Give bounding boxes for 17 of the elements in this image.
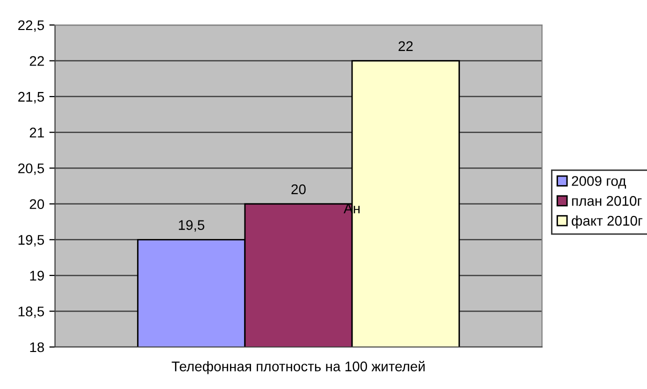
y-tick-label: 21 bbox=[30, 128, 44, 138]
y-tick-label: 22,5 bbox=[18, 20, 44, 32]
y-tick-label: 19,5 bbox=[18, 235, 44, 246]
text: 22 bbox=[398, 41, 413, 51]
legend-label: план 2010г bbox=[572, 196, 642, 206]
text: 19,5 bbox=[178, 220, 204, 232]
y-tick-label: 18,5 bbox=[18, 306, 44, 318]
y-tick-label: 21,5 bbox=[18, 92, 44, 104]
x-tick-label: Телефонная плотность на 100 жителей bbox=[172, 360, 425, 374]
text: 20 bbox=[291, 184, 306, 194]
y-tick-label: 19 bbox=[30, 270, 44, 281]
y-tick-label: 22 bbox=[30, 56, 44, 66]
y-tick-label: 20 bbox=[30, 199, 44, 210]
legend-label: факт 2010г bbox=[572, 216, 642, 228]
y-tick-label: 18 bbox=[30, 342, 44, 352]
legend-label: 2009 год bbox=[572, 176, 626, 189]
y-tick-label: 20,5 bbox=[18, 163, 44, 175]
